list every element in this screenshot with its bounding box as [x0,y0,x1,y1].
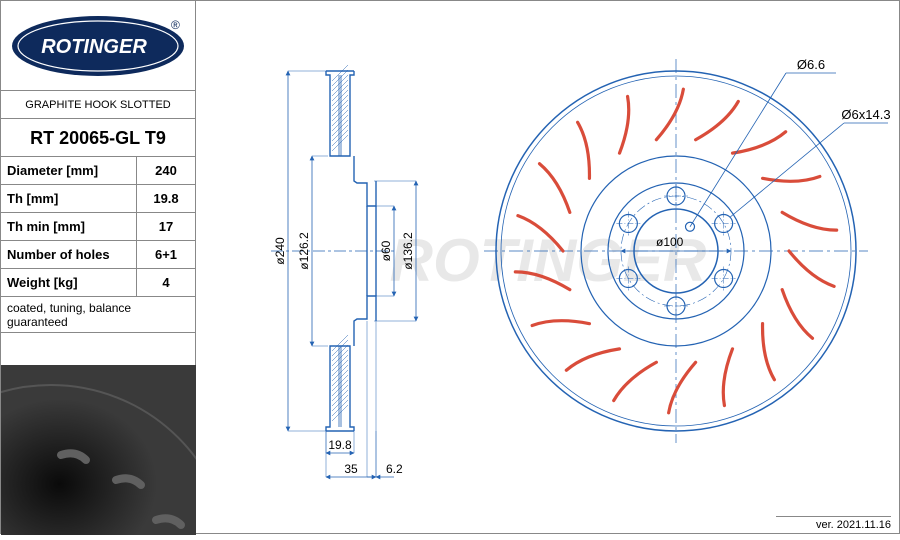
spec-row: Th [mm] 19.8 [1,185,195,213]
logo-svg: ROTINGER ® [8,11,188,81]
logo-box: ROTINGER ® [1,1,195,91]
note: coated, tuning, balance guaranteed [1,297,195,333]
drawing-area: ROTINGERø240ø126.2ø60ø136.219.8356.2Ø6.6… [196,1,900,535]
svg-text:ø240: ø240 [273,237,287,265]
logo-reg: ® [171,18,180,32]
spec-value: 4 [137,269,195,296]
svg-text:6.2: 6.2 [386,462,403,476]
spec-row: Diameter [mm] 240 [1,157,195,185]
svg-text:35: 35 [344,462,358,476]
spec-row: Weight [kg] 4 [1,269,195,297]
product-image [1,365,196,535]
spec-value: 17 [137,213,195,240]
svg-text:Ø6.6: Ø6.6 [797,57,825,72]
logo-text: ROTINGER [41,36,147,58]
version-label: ver. 2021.11.16 [776,516,891,531]
spec-label: Th min [mm] [1,213,137,240]
technical-drawing: ROTINGERø240ø126.2ø60ø136.219.8356.2Ø6.6… [196,1,900,535]
svg-text:ø126.2: ø126.2 [297,232,311,270]
spec-label: Th [mm] [1,185,137,212]
spec-label: Weight [kg] [1,269,137,296]
spec-value: 19.8 [137,185,195,212]
spec-row: Th min [mm] 17 [1,213,195,241]
svg-text:19.8: 19.8 [328,438,352,452]
part-number: RT 20065-GL T9 [1,119,195,157]
spec-value: 6+1 [137,241,195,268]
svg-text:Ø6x14.3: Ø6x14.3 [841,107,890,122]
svg-text:ø100: ø100 [656,235,684,249]
sidebar: ROTINGER ® GRAPHITE HOOK SLOTTED RT 2006… [1,1,196,535]
spec-value: 240 [137,157,195,184]
spec-label: Diameter [mm] [1,157,137,184]
svg-text:ø60: ø60 [379,240,393,261]
spec-label: Number of holes [1,241,137,268]
spec-row: Number of holes 6+1 [1,241,195,269]
subtitle: GRAPHITE HOOK SLOTTED [1,91,195,119]
svg-text:ø136.2: ø136.2 [401,232,415,270]
